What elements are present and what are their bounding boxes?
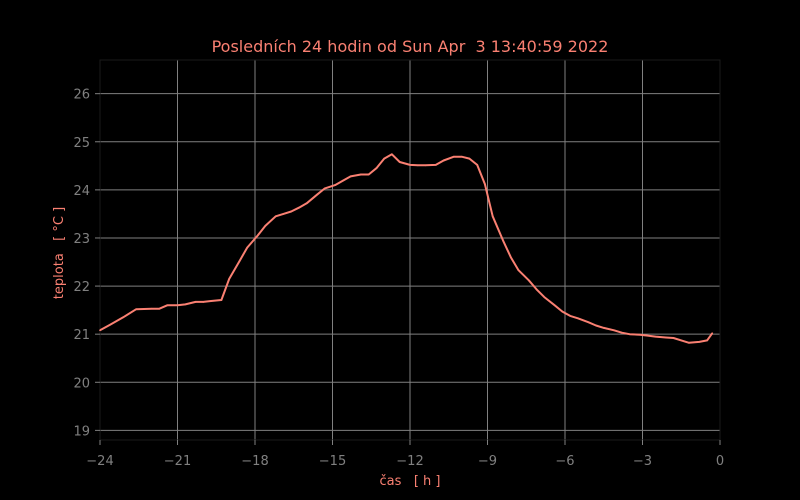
x-tick-label: −12	[396, 454, 423, 469]
data-point	[569, 315, 571, 317]
data-point	[166, 304, 168, 307]
x-tick-label: 0	[716, 454, 724, 469]
data-point	[502, 239, 504, 242]
data-point	[375, 167, 378, 170]
data-point	[316, 193, 318, 196]
data-point	[210, 300, 212, 302]
data-point	[680, 339, 683, 342]
data-point	[621, 331, 623, 334]
data-point	[282, 213, 285, 215]
data-point	[367, 173, 370, 176]
data-point	[256, 234, 259, 237]
y-tick-label: 19	[73, 424, 90, 439]
data-point	[509, 256, 512, 259]
data-point	[298, 206, 300, 209]
data-point	[176, 304, 179, 307]
data-point	[543, 296, 546, 298]
data-point	[342, 179, 344, 182]
y-tick-label: 24	[73, 184, 90, 199]
data-point	[383, 157, 385, 160]
data-point	[334, 184, 336, 186]
data-point	[158, 307, 161, 310]
data-point	[491, 215, 494, 218]
grid-layer	[99, 60, 721, 440]
data-point	[711, 332, 714, 335]
y-tick-label: 23	[73, 232, 90, 247]
data-point	[184, 303, 187, 306]
y-tick-label: 26	[73, 88, 90, 103]
data-point	[602, 327, 605, 329]
data-point	[323, 187, 326, 190]
data-point	[246, 246, 249, 249]
data-point	[150, 307, 153, 310]
data-point	[264, 225, 267, 227]
data-point	[220, 299, 223, 301]
y-tick-label: 20	[73, 376, 90, 391]
data-point	[698, 341, 701, 343]
data-point	[587, 321, 590, 323]
x-tick-label: −15	[319, 454, 346, 469]
data-point	[468, 157, 471, 160]
data-point	[202, 301, 205, 303]
data-point	[274, 215, 277, 218]
data-point	[424, 164, 427, 167]
data-point	[228, 278, 230, 280]
data-point	[398, 161, 401, 163]
data-point	[561, 310, 564, 313]
data-point	[553, 304, 556, 307]
data-point	[646, 334, 649, 337]
data-point	[391, 153, 393, 156]
x-axis-label: čas [ h ]	[380, 474, 441, 489]
data-point	[238, 260, 241, 262]
y-tick-label: 25	[73, 136, 90, 151]
data-point	[109, 323, 112, 326]
data-point	[349, 175, 352, 178]
data-point	[99, 329, 101, 332]
data-point	[453, 155, 455, 158]
x-tick-label: −6	[555, 454, 574, 469]
axes-layer: −24 −21 −18 −15 −12 −9 −6 −3 0 19 20 21 22 23 24 25 26	[73, 59, 724, 469]
data-point	[122, 316, 125, 319]
x-tick-label: −9	[478, 454, 497, 469]
data-point	[577, 317, 579, 320]
x-tick-label: −24	[86, 454, 113, 469]
data-point	[595, 324, 597, 327]
data-point	[460, 155, 463, 158]
data-point	[409, 164, 411, 166]
data-point	[613, 329, 615, 332]
data-point	[435, 164, 437, 166]
y-axis-label: teplota [ °C ]	[52, 207, 67, 299]
data-point	[305, 202, 308, 205]
data-point	[416, 164, 419, 167]
series-layer	[99, 153, 714, 344]
y-tick-label: 22	[73, 280, 90, 295]
x-tick-label: −3	[633, 454, 652, 469]
data-point	[194, 301, 197, 303]
data-point	[664, 336, 667, 339]
data-point	[360, 173, 362, 176]
data-point	[484, 183, 486, 185]
data-point	[535, 288, 538, 291]
data-point	[706, 339, 708, 342]
data-point	[672, 337, 675, 339]
data-point	[654, 335, 657, 338]
data-point	[442, 159, 445, 162]
data-point	[688, 342, 690, 344]
data-point	[628, 333, 631, 335]
chart-title: Posledních 24 hodin od Sun Apr 3 13:40:5…	[212, 37, 609, 56]
x-tick-label: −18	[241, 454, 268, 469]
data-point	[517, 269, 520, 272]
data-point	[290, 210, 292, 213]
data-point	[639, 333, 641, 336]
data-point	[476, 164, 478, 166]
x-tick-label: −21	[164, 454, 191, 469]
y-tick-label: 21	[73, 328, 90, 343]
data-point	[135, 308, 137, 310]
data-point	[528, 279, 530, 282]
